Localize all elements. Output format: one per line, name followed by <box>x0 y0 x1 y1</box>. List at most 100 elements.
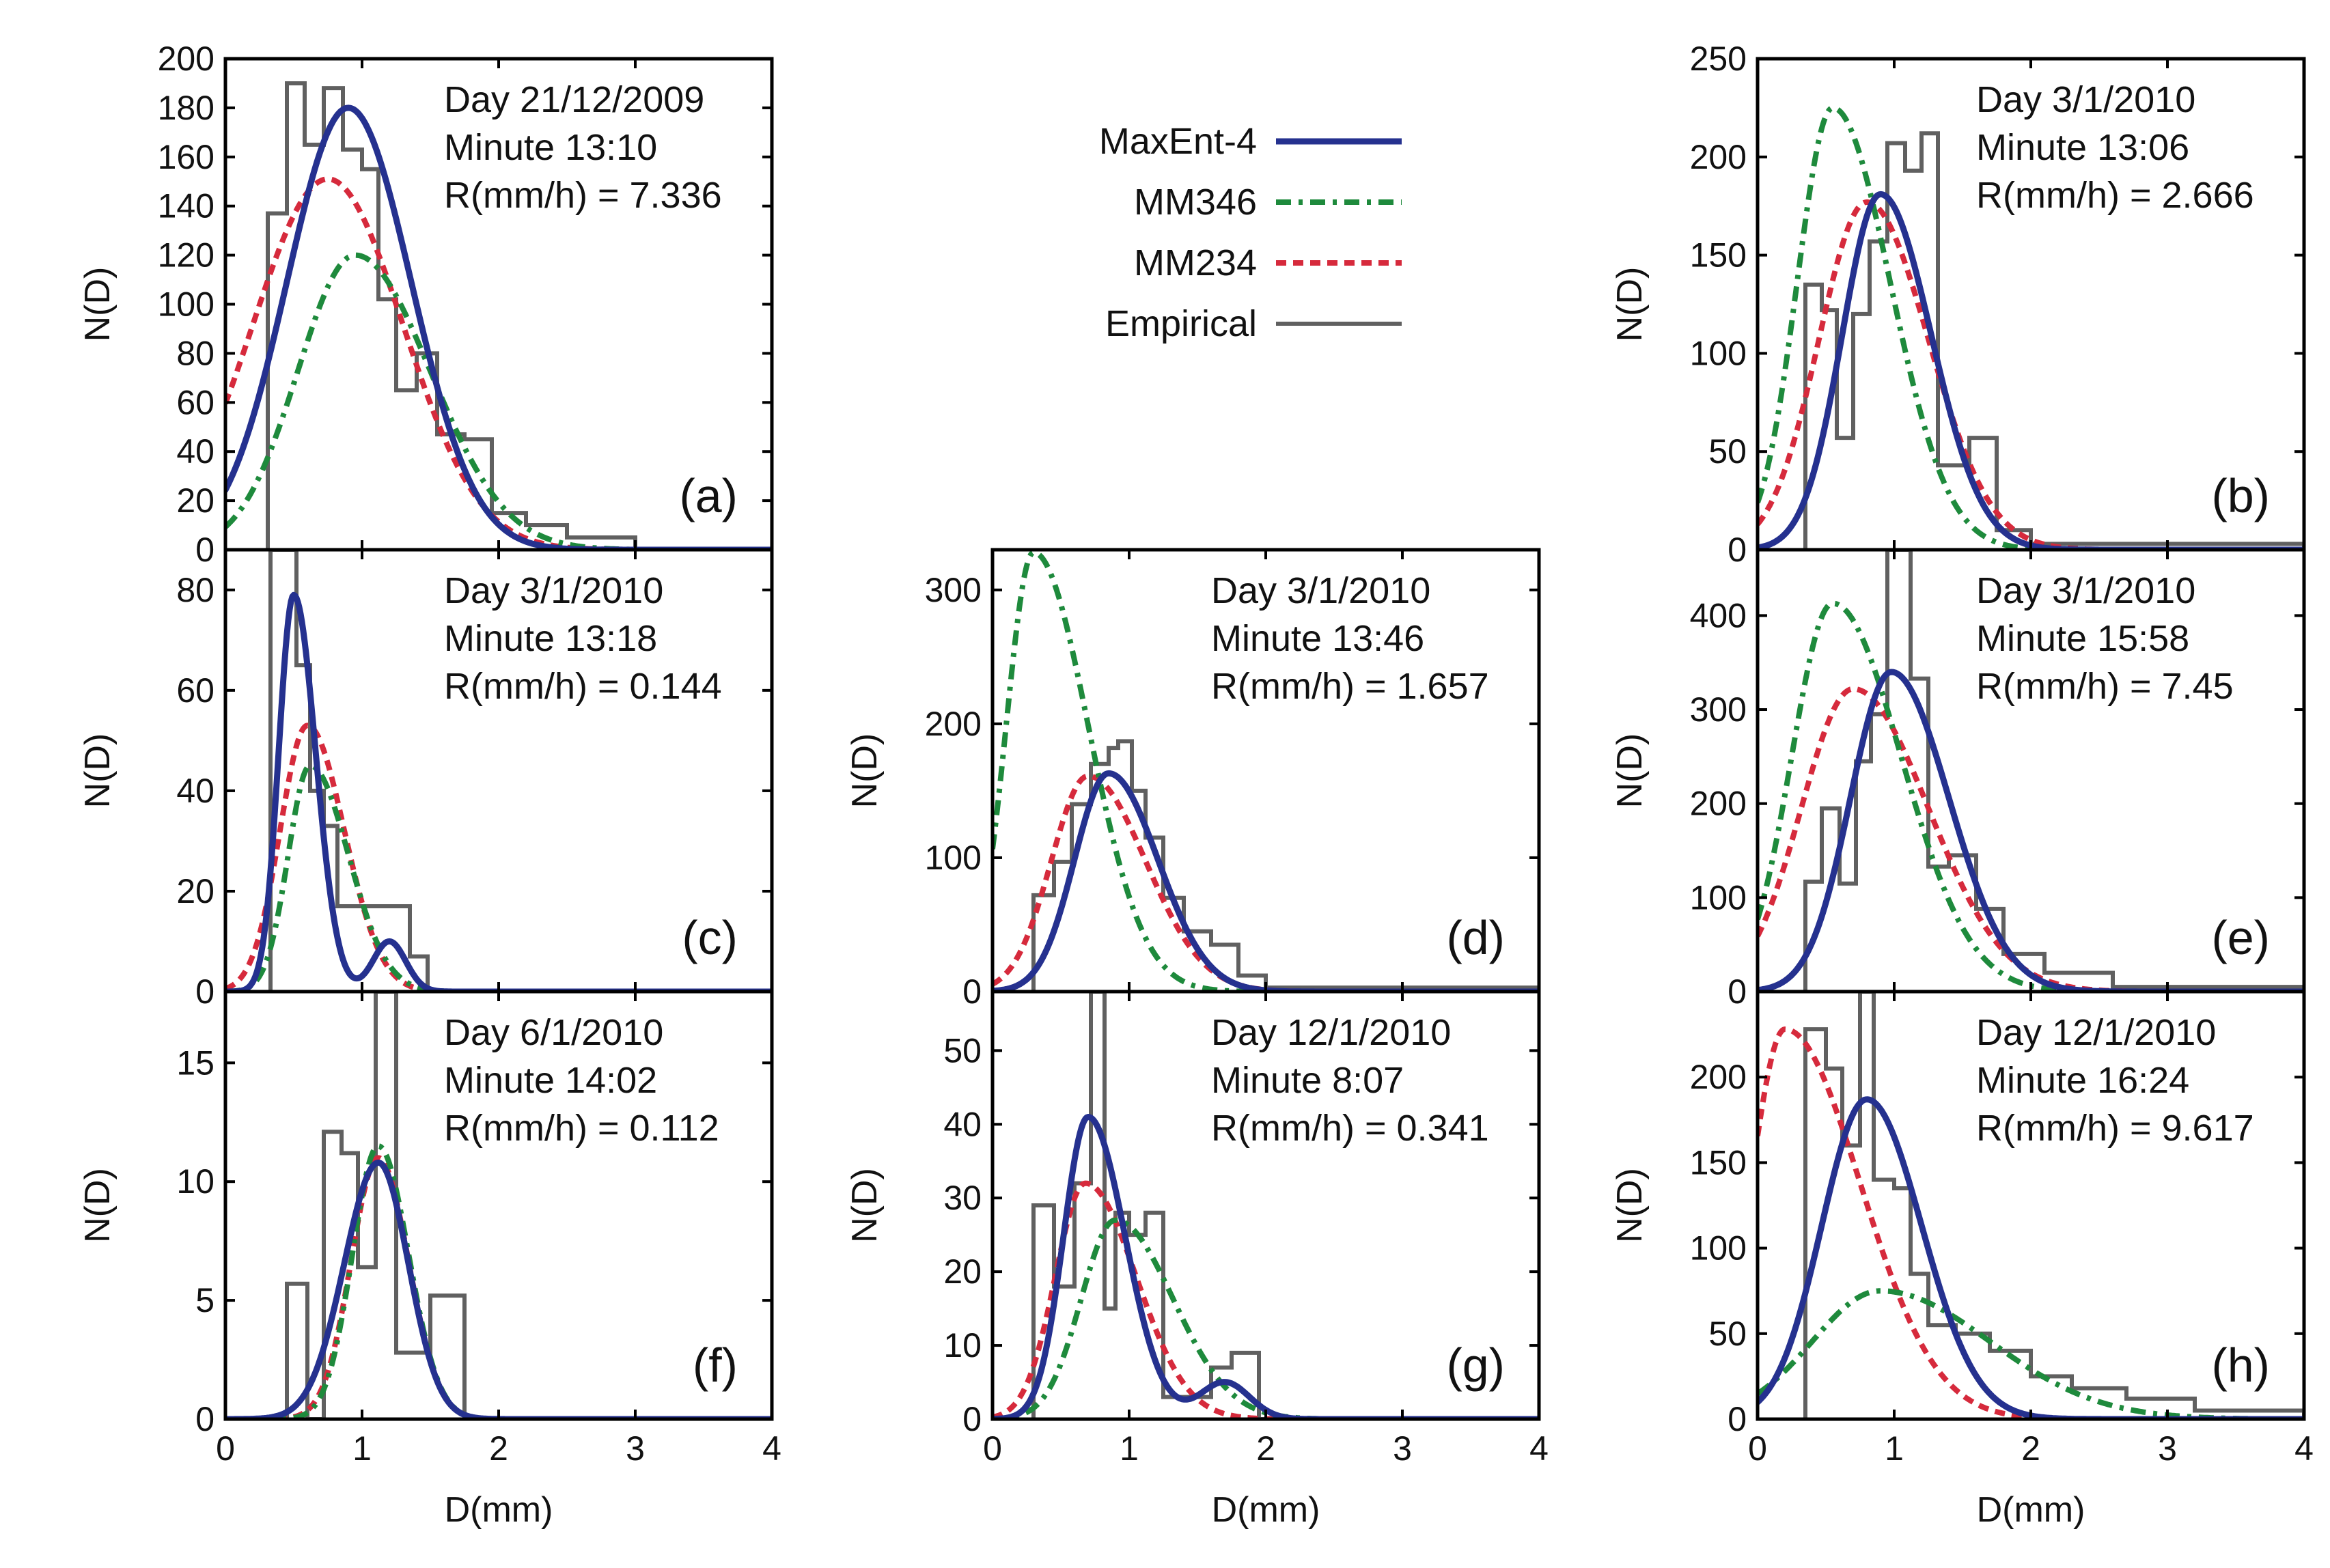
annotation-line-c: Day 3/1/2010 <box>444 570 663 611</box>
panel-label-a: (a) <box>679 469 738 522</box>
series-mm234-e <box>1758 686 2304 992</box>
y-tick-label-a: 40 <box>176 432 214 471</box>
y-tick-label-a: 200 <box>158 40 214 78</box>
y-tick-label-e: 300 <box>1690 690 1747 729</box>
x-tick-label-h: 3 <box>2158 1429 2177 1468</box>
panel-a: 0 20 40 60 80 100 120 140 160 180 200 N(D) Day 21/12… <box>78 40 774 569</box>
y-tick-label-h: 100 <box>1690 1229 1747 1268</box>
x-tick-label-h: 4 <box>2294 1429 2314 1468</box>
annotation-line-c: R(mm/h) = 0.144 <box>444 666 722 707</box>
series-empirical-h <box>1803 992 2304 1419</box>
y-tick-label-g: 30 <box>943 1179 982 1217</box>
y-tick-label-b: 150 <box>1690 236 1747 275</box>
x-tick-label-g: 1 <box>1120 1429 1139 1468</box>
y-tick-label-d: 200 <box>925 705 982 743</box>
panel-f: 0 5 10 15 0 1 2 3 4 N(D) D(mm) Day 6/1/2010 Minute 1… <box>78 990 781 1530</box>
x-tick-label-f: 2 <box>489 1429 508 1468</box>
y-axis-label-b: N(D) <box>1610 267 1650 342</box>
annotation-line-g: Minute 8:07 <box>1211 1060 1404 1101</box>
series-mm234-b <box>1758 199 2304 550</box>
y-tick-label-f: 0 <box>195 1400 214 1438</box>
y-tick-label-b: 200 <box>1690 138 1747 176</box>
y-tick-label-a: 160 <box>158 138 214 176</box>
x-axis-label-h: D(mm) <box>1977 1490 2085 1530</box>
panel-h: 0 50 100 150 200 0 1 2 3 4 N(D) D(mm) Day 12/1/2010 M… <box>1610 990 2314 1530</box>
x-tick-label-h: 1 <box>1885 1429 1904 1468</box>
annotation-line-h: Minute 16:24 <box>1976 1060 2189 1101</box>
x-tick-label-h: 0 <box>1748 1429 1767 1468</box>
y-tick-label-c: 0 <box>195 972 214 1011</box>
panel-c: 0 20 40 60 80 N(D) Day 3/1/2010 Minute 13:18 R(m… <box>78 548 774 1011</box>
annotation-line-e: R(mm/h) = 7.45 <box>1976 666 2234 707</box>
y-tick-label-d: 100 <box>925 839 982 877</box>
annotation-line-d: Minute 13:46 <box>1211 618 1424 659</box>
annotation-line-c: Minute 13:18 <box>444 618 657 659</box>
annotation-line-a: Minute 13:10 <box>444 127 657 168</box>
y-axis-label-h: N(D) <box>1610 1168 1650 1243</box>
panel-label-h: (h) <box>2211 1339 2270 1392</box>
annotation-line-f: R(mm/h) = 0.112 <box>444 1108 719 1149</box>
panel-label-g: (g) <box>1446 1339 1505 1392</box>
y-tick-label-b: 100 <box>1690 334 1747 372</box>
y-axis-label-f: N(D) <box>78 1168 117 1243</box>
panel-g: 0 10 20 30 40 50 0 1 2 3 4 N(D) D(mm) Day 12/1/2010 Mi… <box>845 990 1549 1530</box>
series-empirical-a <box>266 81 772 550</box>
x-tick-label-f: 1 <box>352 1429 372 1468</box>
x-tick-label-g: 4 <box>1529 1429 1549 1468</box>
annotation-line-h: R(mm/h) = 9.617 <box>1976 1108 2254 1149</box>
y-axis-label-a: N(D) <box>78 267 117 342</box>
annotation-line-a: Day 21/12/2009 <box>444 79 704 120</box>
y-tick-label-h: 50 <box>1708 1315 1747 1353</box>
series-empirical-f <box>285 992 772 1419</box>
series-empirical-d <box>1031 739 1539 992</box>
x-tick-label-f: 3 <box>626 1429 645 1468</box>
annotation-line-b: Day 3/1/2010 <box>1976 79 2195 120</box>
y-tick-label-b: 50 <box>1708 432 1747 471</box>
y-tick-label-d: 0 <box>962 972 982 1011</box>
panel-label-f: (f) <box>693 1339 738 1392</box>
panel-label-e: (e) <box>2211 911 2270 964</box>
y-tick-label-a: 100 <box>158 285 214 324</box>
annotation-line-d: Day 3/1/2010 <box>1211 570 1430 611</box>
annotation-line-b: R(mm/h) = 2.666 <box>1976 175 2254 216</box>
y-tick-label-a: 60 <box>176 383 214 421</box>
series-maxent-4-c <box>225 591 772 992</box>
y-tick-label-d: 300 <box>925 571 982 609</box>
plot-area-f <box>225 992 772 1419</box>
y-axis-label-g: N(D) <box>845 1168 885 1243</box>
panel-label-b: (b) <box>2211 469 2270 522</box>
series-empirical-g <box>1031 992 1539 1419</box>
y-tick-label-c: 20 <box>176 872 214 910</box>
panel-b: 0 50 100 150 200 250 N(D) Day 3/1/2010 Minute 13… <box>1610 40 2306 569</box>
y-tick-label-a: 20 <box>176 481 214 520</box>
y-tick-label-a: 120 <box>158 236 214 275</box>
y-tick-label-a: 180 <box>158 89 214 127</box>
y-axis-label-d: N(D) <box>845 733 885 809</box>
y-tick-label-e: 100 <box>1690 878 1747 916</box>
plot-area-c <box>225 550 772 992</box>
y-tick-label-h: 200 <box>1690 1058 1747 1096</box>
legend: MaxEnt-4 MM346 MM234 Empirical <box>1099 121 1402 344</box>
y-tick-label-c: 60 <box>176 671 214 710</box>
y-tick-label-f: 15 <box>176 1044 214 1082</box>
annotation-line-g: Day 12/1/2010 <box>1211 1012 1451 1053</box>
annotation-line-a: R(mm/h) = 7.336 <box>444 175 722 216</box>
y-tick-label-h: 150 <box>1690 1143 1747 1181</box>
annotation-line-d: R(mm/h) = 1.657 <box>1211 666 1489 707</box>
x-tick-label-h: 2 <box>2021 1429 2040 1468</box>
series-maxent-4-a <box>225 104 772 550</box>
legend-label-empirical: Empirical <box>1105 303 1257 344</box>
panel-label-c: (c) <box>682 911 738 964</box>
annotation-line-f: Day 6/1/2010 <box>444 1012 663 1053</box>
y-tick-label-e: 200 <box>1690 785 1747 823</box>
y-tick-label-f: 5 <box>195 1281 214 1319</box>
y-tick-label-a: 0 <box>195 531 214 569</box>
x-axis-label-g: D(mm) <box>1212 1490 1320 1530</box>
x-axis-label-f: D(mm) <box>445 1490 553 1530</box>
series-mm234-a <box>225 176 772 550</box>
x-tick-label-f: 0 <box>216 1429 235 1468</box>
x-tick-label-g: 3 <box>1393 1429 1412 1468</box>
y-tick-label-b: 0 <box>1728 531 1747 569</box>
